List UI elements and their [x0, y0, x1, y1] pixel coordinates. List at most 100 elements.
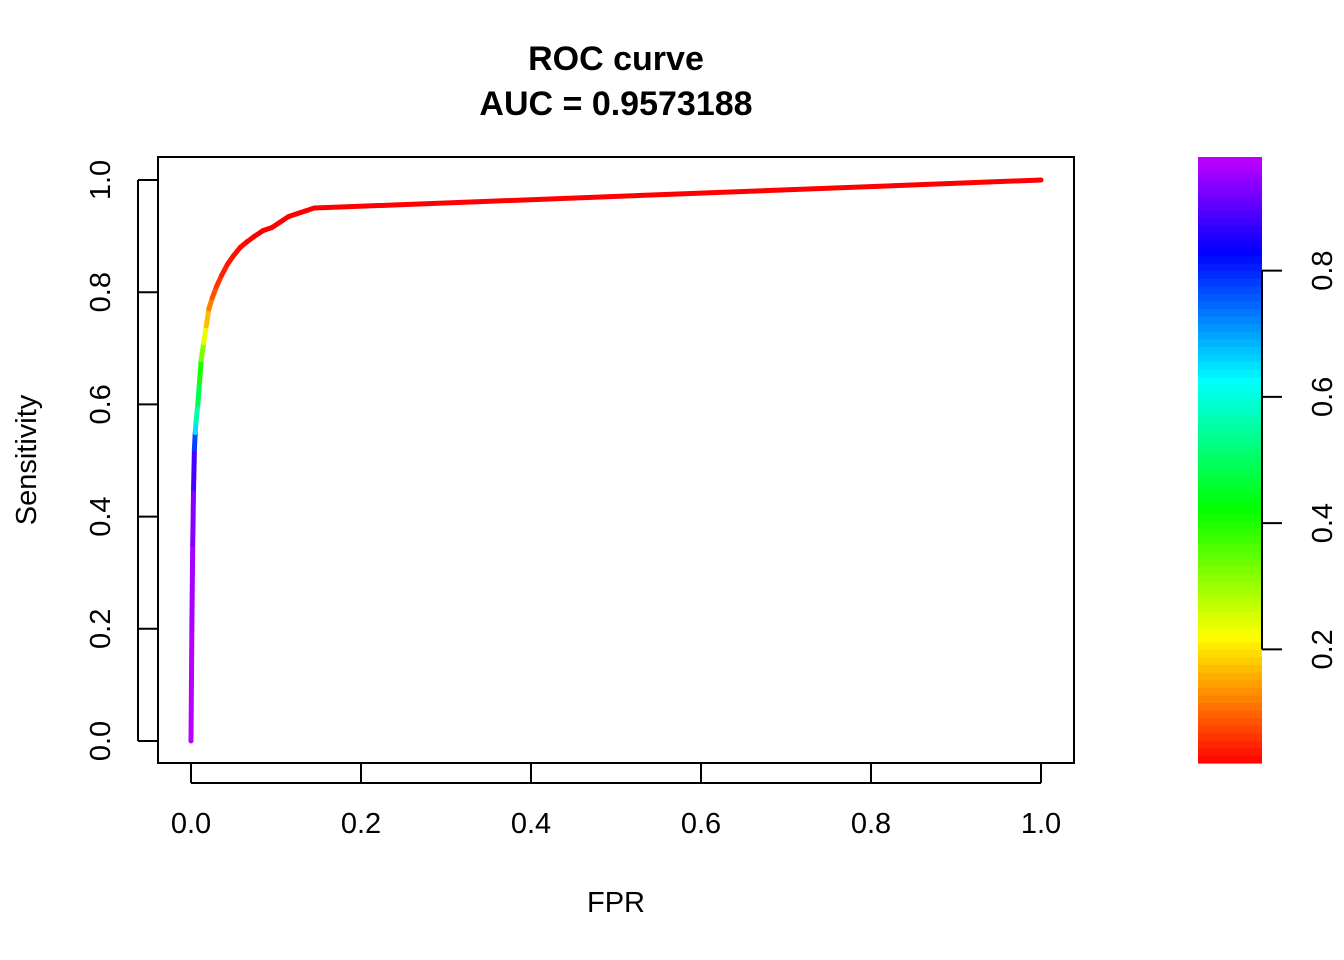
y-tick-label: 1.0 — [85, 160, 117, 200]
x-tick-label: 1.0 — [1021, 808, 1061, 840]
colorbar-band — [1198, 444, 1262, 454]
colorbar-band — [1198, 399, 1262, 408]
colorbar-band — [1198, 384, 1262, 393]
colorbar-band — [1198, 225, 1262, 234]
x-tick-label: 0.2 — [341, 808, 381, 840]
colorbar-band — [1198, 285, 1262, 294]
colorbar-band — [1198, 270, 1262, 279]
colorbar-band — [1198, 361, 1262, 370]
colorbar-band — [1198, 679, 1262, 688]
colorbar-band — [1198, 255, 1262, 264]
roc-segment — [189, 542, 196, 632]
roc-segment — [191, 446, 197, 492]
colorbar-band — [1198, 452, 1262, 461]
colorbar-band — [1198, 172, 1262, 181]
colorbar-band — [1198, 603, 1262, 613]
colorbar-band — [1198, 247, 1262, 257]
colorbar-band — [1198, 740, 1262, 749]
colorbar-band — [1198, 755, 1262, 764]
chart-title: ROC curve — [528, 40, 704, 78]
plot-frame — [157, 156, 1075, 764]
colorbar-band — [1198, 475, 1262, 484]
colorbar-band — [1198, 505, 1262, 514]
colorbar-band — [1198, 429, 1262, 438]
colorbar-band — [1198, 308, 1262, 317]
colorbar-band — [1198, 316, 1262, 325]
colorbar-band — [1198, 164, 1262, 173]
colorbar-band — [1198, 687, 1262, 696]
colorbar-band — [1198, 528, 1262, 537]
colorbar-band — [1198, 717, 1262, 726]
roc-segment — [201, 323, 209, 346]
colorbar-band — [1198, 702, 1262, 711]
colorbar-tick-label: 0.4 — [1307, 503, 1339, 543]
y-axis-label: Sensitivity — [11, 394, 43, 525]
roc-series — [188, 177, 1044, 744]
roc-segment — [188, 626, 195, 744]
colorbar-band — [1198, 187, 1262, 196]
colorbar-band — [1198, 210, 1262, 219]
x-axis-label: FPR — [587, 887, 645, 919]
colorbar-band — [1198, 157, 1262, 166]
colorbar-band — [1198, 467, 1262, 476]
colorbar-band — [1198, 323, 1262, 332]
colorbar-band — [1198, 672, 1262, 681]
colorbar-band — [1198, 581, 1262, 590]
colorbar-band — [1198, 535, 1262, 544]
colorbar-band — [1198, 664, 1262, 673]
colorbar-band — [1198, 422, 1262, 431]
colorbar-band — [1198, 331, 1262, 340]
colorbar-band — [1198, 709, 1262, 719]
colorbar-band — [1198, 202, 1262, 211]
x-tick-label: 0.8 — [851, 808, 891, 840]
colorbar-band — [1198, 338, 1262, 347]
y-tick-label: 0.0 — [85, 721, 117, 761]
x-tick-label: 0.6 — [681, 808, 721, 840]
y-tick-label: 0.4 — [85, 496, 117, 536]
x-tick-label: 0.4 — [511, 808, 551, 840]
colorbar-band — [1198, 437, 1262, 446]
colorbar-band — [1198, 566, 1262, 575]
roc-segment — [195, 379, 202, 407]
colorbar: 0.2 0.4 0.6 0.8 — [1198, 157, 1339, 764]
colorbar-band — [1198, 558, 1262, 567]
colorbar-band — [1198, 725, 1262, 734]
colorbar-band — [1198, 376, 1262, 385]
colorbar-band — [1198, 369, 1262, 378]
roc-segment — [193, 401, 201, 424]
chart-subtitle: AUC = 0.9573188 — [479, 85, 752, 123]
colorbar-band — [1198, 656, 1262, 666]
colorbar-band — [1198, 550, 1262, 560]
colorbar-band — [1198, 747, 1262, 757]
colorbar-band — [1198, 300, 1262, 310]
colorbar-band — [1198, 626, 1262, 635]
colorbar-tick-label: 0.8 — [1307, 250, 1339, 290]
colorbar-band — [1198, 179, 1262, 188]
colorbar-tick-label: 0.6 — [1307, 377, 1339, 417]
roc-segment — [203, 306, 212, 329]
colorbar-band — [1198, 194, 1262, 204]
colorbar-tick-label: 0.2 — [1307, 629, 1339, 669]
x-axis: 0.0 0.2 0.4 0.6 0.8 1.0 — [171, 763, 1061, 840]
colorbar-band — [1198, 490, 1262, 499]
colorbar-band — [1198, 278, 1262, 287]
colorbar-band — [1198, 596, 1262, 605]
colorbar-band — [1198, 732, 1262, 741]
colorbar-band — [1198, 543, 1262, 552]
colorbar-band — [1198, 649, 1262, 658]
y-tick-label: 0.6 — [85, 384, 117, 424]
roc-segment — [197, 357, 204, 385]
y-axis: 0.0 0.2 0.4 0.6 0.8 1.0 — [85, 160, 158, 761]
colorbar-band — [1198, 346, 1262, 355]
colorbar-band — [1198, 588, 1262, 597]
colorbar-band — [1198, 634, 1262, 643]
colorbar-band — [1198, 414, 1262, 423]
colorbar-band — [1198, 240, 1262, 249]
colorbar-band — [1198, 353, 1262, 363]
colorbar-band — [1198, 641, 1262, 650]
colorbar-band — [1198, 497, 1262, 507]
colorbar-band — [1198, 232, 1262, 241]
colorbar-band — [1198, 482, 1262, 491]
colorbar-band — [1198, 391, 1262, 400]
